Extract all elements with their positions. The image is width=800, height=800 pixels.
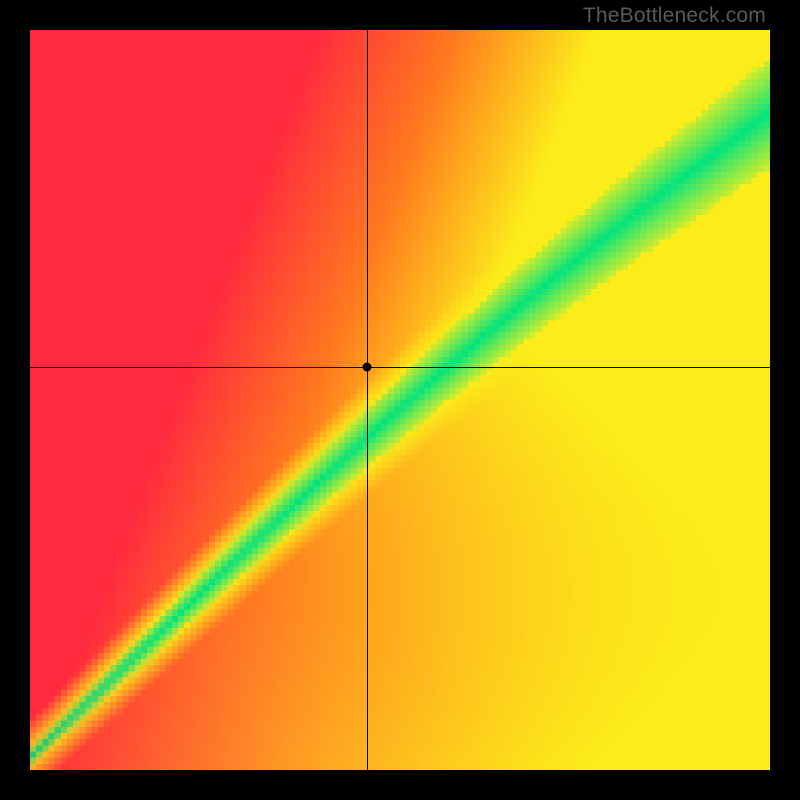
crosshair-marker-dot xyxy=(362,362,371,371)
crosshair-vertical-line xyxy=(367,30,368,770)
watermark-text: TheBottleneck.com xyxy=(583,4,766,28)
heatmap-plot xyxy=(30,30,770,770)
crosshair-horizontal-line xyxy=(30,367,770,368)
heatmap-canvas xyxy=(30,30,770,770)
